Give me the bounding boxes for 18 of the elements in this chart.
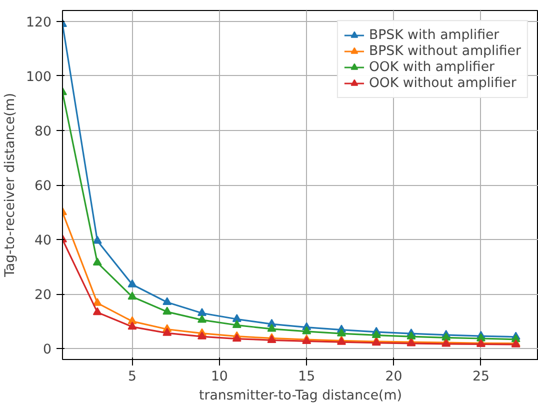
y-tick-label: 0 (43, 342, 52, 358)
y-tick-label: 100 (26, 70, 52, 85)
legend-label: BPSK without amplifier (368, 43, 521, 59)
legend-label: BPSK with amplifier (368, 27, 500, 43)
x-tick-label: 25 (472, 370, 490, 384)
x-tick-label: 10 (210, 370, 228, 384)
x-tick-label: 5 (128, 370, 136, 384)
x-axis-title: transmitter-to-Tag distance(m) (199, 388, 402, 404)
y-tick-label: 20 (34, 288, 52, 304)
y-tick-label: 40 (34, 234, 52, 249)
y-tick-label: 60 (34, 179, 52, 194)
legend-label: OOK without amplifier (368, 75, 516, 91)
y-tick-label: 80 (34, 124, 52, 140)
x-tick-label: 15 (298, 370, 316, 384)
y-axis-title: Tag-to-receiver distance(m) (3, 92, 18, 278)
x-tick-label: 20 (385, 370, 402, 384)
legend-label: OOK with amplifier (368, 59, 495, 75)
y-tick-label: 120 (26, 15, 52, 30)
